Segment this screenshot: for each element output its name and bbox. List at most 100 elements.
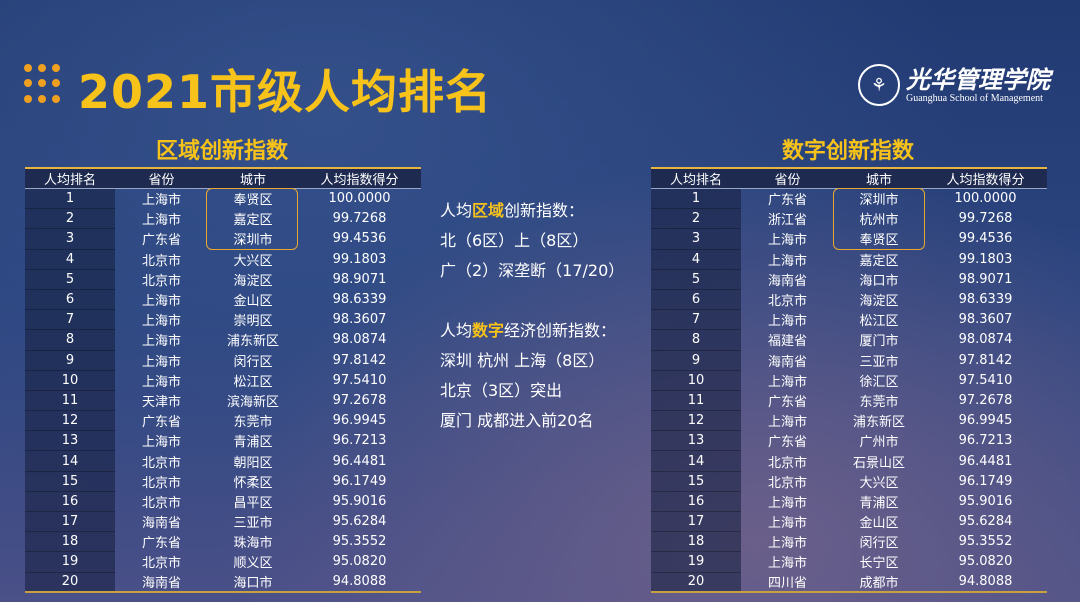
table-cell: 98.3607 [958,312,1013,328]
table-cell: 99.7268 [332,211,387,227]
logo-cn: 光华管理学院 [906,64,1050,94]
table-cell: 99.1803 [332,251,387,267]
table-row: 12 上海市 浦东新区 96.9945 [651,410,1047,432]
table-cell: 98.0874 [332,332,387,348]
left-section-title: 区域创新指数 [155,139,288,164]
table-cell: 上海市 [767,415,807,431]
table-cell: 海南省 [767,273,807,289]
text: 人均 [440,201,473,220]
guanghua-logo: ⚘ 光华管理学院 Guanghua School of Management [858,64,1050,106]
table-cell: 顺义区 [233,556,273,572]
table-cell: 6 [25,289,115,311]
table-cell: 北京市 [767,455,807,471]
table-cell: 9 [25,350,115,371]
table-cell: 12 [651,410,741,432]
header-row: 人均排名 省份 城市 人均指数得分 [651,168,1047,189]
table-cell: 99.4536 [332,231,387,247]
table-cell: 北京市 [141,475,181,491]
table-cell: 96.1749 [958,473,1013,489]
table-cell: 20 [25,572,115,593]
summary-line: 北京（3区）突出 [440,381,563,400]
table-cell: 徐汇区 [859,374,899,390]
table-cell: 海口市 [859,273,899,289]
table-cell: 广东省 [767,435,807,451]
table-cell: 8 [651,329,741,351]
column-header: 人均指数得分 [298,168,421,189]
table-row: 17 海南省 三亚市 95.6284 [25,511,421,533]
table-row: 19 北京市 顺义区 95.0820 [25,551,421,573]
table-cell: 朝阳区 [233,455,273,471]
table-cell: 北京市 [141,455,181,471]
table-cell: 嘉定区 [233,213,273,229]
table-row: 16 北京市 昌平区 95.9016 [25,491,421,513]
table-cell: 17 [25,511,115,533]
table-row: 6 北京市 海淀区 98.6339 [651,289,1047,311]
table-cell: 96.9945 [958,413,1013,429]
table-cell: 97.8142 [332,352,387,368]
table-cell: 昌平区 [233,495,273,511]
table-cell: 97.5410 [958,372,1013,388]
table-cell: 94.8088 [958,574,1013,590]
regional-innovation-table: 人均排名 省份 城市 人均指数得分 1 上海市 奉贤区 100.0000 2 上海市 嘉定区 99.7… [25,167,421,594]
table-cell: 广州市 [859,435,899,451]
table-cell: 石景山区 [852,455,905,471]
table-cell: 三亚市 [233,516,273,532]
table-cell: 上海市 [141,193,181,209]
table-cell: 12 [25,410,115,432]
page-title: 2021市级人均排名 [78,65,493,119]
digital-summary: 人均数字经济创新指数： 深圳 杭州 上海（8区） 北京（3区）突出 厦门 成都进… [440,316,616,436]
table-row: 5 海南省 海口市 98.9071 [651,269,1047,290]
table-cell: 深圳市 [233,233,273,249]
table-cell: 13 [651,430,741,452]
table-row: 10 上海市 徐汇区 97.5410 [651,370,1047,391]
table-cell: 18 [651,531,741,553]
table-cell: 19 [651,551,741,573]
table-cell: 金山区 [859,516,899,532]
table-cell: 崇明区 [233,314,273,330]
column-header: 城市 [834,168,924,189]
column-header: 人均排名 [25,168,115,189]
table-cell: 珠海市 [233,536,273,552]
table-cell: 上海市 [767,253,807,269]
table-cell: 浦东新区 [852,415,905,431]
table-row: 2 浙江省 杭州市 99.7268 [651,208,1047,230]
table-cell: 长宁区 [859,556,899,572]
table-cell: 4 [25,249,115,270]
table-row: 8 上海市 浦东新区 98.0874 [25,329,421,351]
table-row: 12 广东省 东莞市 96.9945 [25,410,421,432]
table-cell: 10 [25,370,115,391]
table-cell: 97.2678 [958,392,1013,408]
table-row: 10 上海市 松江区 97.5410 [25,370,421,391]
header-row: 人均排名 省份 城市 人均指数得分 [25,168,421,189]
table-row: 18 广东省 珠海市 95.3552 [25,531,421,553]
table-cell: 95.9016 [332,493,387,509]
table-cell: 奉贤区 [233,193,273,209]
table-row: 3 上海市 奉贤区 99.4536 [651,228,1047,250]
table-cell: 广东省 [141,415,181,431]
table-cell: 95.6284 [958,514,1013,530]
table-row: 7 上海市 崇明区 98.3607 [25,309,421,331]
table-cell: 四川省 [767,576,807,592]
table-cell: 松江区 [233,374,273,390]
table-cell: 10 [651,370,741,391]
summary-line: 厦门 成都进入前20名 [440,411,594,430]
table-cell: 上海市 [141,435,181,451]
table-row: 6 上海市 金山区 98.6339 [25,289,421,311]
table-cell: 上海市 [767,314,807,330]
table-row: 13 上海市 青浦区 96.7213 [25,430,421,452]
table-row: 2 上海市 嘉定区 99.7268 [25,208,421,230]
table-cell: 上海市 [141,334,181,350]
table-cell: 95.0820 [958,554,1013,570]
table-cell: 3 [25,228,115,250]
table-row: 9 上海市 闵行区 97.8142 [25,350,421,371]
table-cell: 上海市 [767,516,807,532]
table-cell: 94.8088 [332,574,387,590]
regional-summary: 人均区域创新指数： 北（6区）上（8区） 广（2）深垄断（17/20） [440,196,624,286]
table-cell: 7 [25,309,115,331]
table-cell: 95.3552 [958,534,1013,550]
table-cell: 杭州市 [859,213,899,229]
table-cell: 19 [25,551,115,573]
summary-line: 广（2）深垄断（17/20） [440,261,625,280]
table-cell: 2 [651,208,741,230]
table-cell: 99.4536 [958,231,1013,247]
